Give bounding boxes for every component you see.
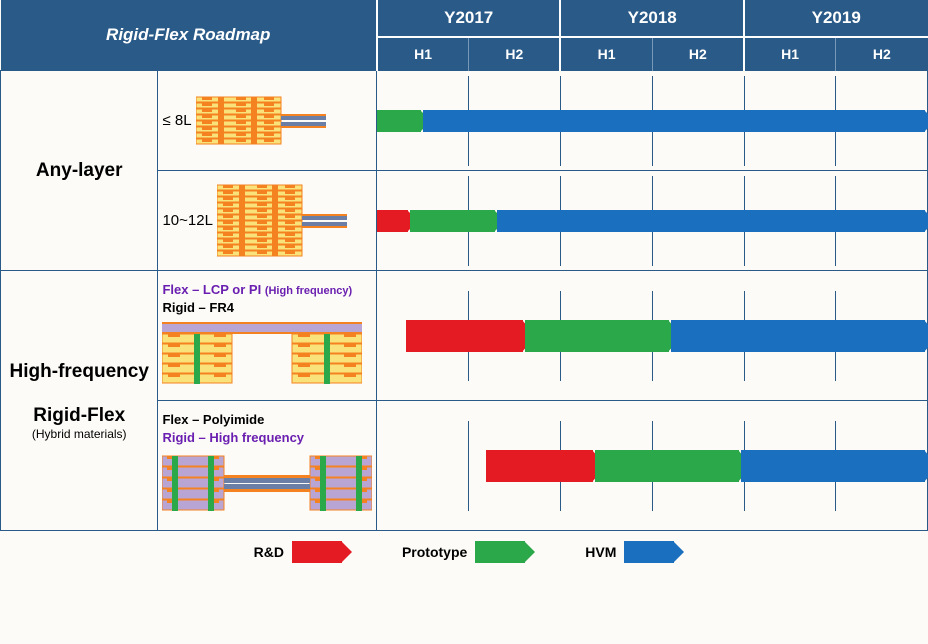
half-header: H2 — [836, 37, 928, 71]
stackup-icon — [196, 93, 326, 149]
legend-label: R&D — [254, 544, 284, 560]
timeline-cell — [377, 171, 928, 271]
legend-item-hvm: HVM — [585, 541, 674, 563]
half-header: H2 — [469, 37, 561, 71]
row-label-cell: Flex – LCP or PI (High frequency) Rigid –… — [158, 271, 377, 401]
half-header: H1 — [377, 37, 469, 71]
proto-icon — [475, 541, 525, 563]
stackup-icon — [217, 181, 347, 261]
legend-label: Prototype — [402, 544, 467, 560]
proto-arrow — [595, 450, 738, 482]
title-cell: Rigid-Flex Roadmap — [1, 0, 377, 71]
proto-arrow — [525, 320, 669, 352]
year-header: Y2017 — [377, 0, 561, 37]
stackup-icon — [162, 320, 362, 390]
rd-arrow — [377, 210, 407, 232]
half-header: H1 — [560, 37, 652, 71]
hvm-arrow — [671, 320, 925, 352]
category-cell: High-frequencyRigid-Flex(Hybrid material… — [1, 271, 158, 531]
legend-label: HVM — [585, 544, 616, 560]
rd-arrow — [486, 450, 593, 482]
legend-item-rd: R&D — [254, 541, 342, 563]
proto-arrow — [377, 110, 421, 132]
rd-icon — [292, 541, 342, 563]
layer-label: 10~12L — [162, 212, 212, 229]
timeline-cell — [377, 401, 928, 531]
material-label: Flex – LCP or PI — [162, 282, 264, 297]
material-label: Rigid – High frequency — [162, 430, 304, 445]
row-label-cell: Flex – Polyimide Rigid – High frequency — [158, 401, 377, 531]
year-header: Y2018 — [560, 0, 744, 37]
legend: R&D Prototype HVM — [0, 531, 928, 567]
hvm-arrow — [423, 110, 925, 132]
legend-item-proto: Prototype — [402, 541, 525, 563]
hvm-icon — [624, 541, 674, 563]
timeline-cell — [377, 71, 928, 171]
half-header: H1 — [744, 37, 836, 71]
rd-arrow — [406, 320, 523, 352]
half-header: H2 — [652, 37, 744, 71]
proto-arrow — [410, 210, 495, 232]
row-label-cell: 10~12L — [158, 171, 377, 271]
material-label: (High frequency) — [265, 285, 352, 297]
row-label-cell: ≤ 8L — [158, 71, 377, 171]
hvm-arrow — [497, 210, 925, 232]
hvm-arrow — [741, 450, 925, 482]
category-cell: Any-layer — [1, 71, 158, 271]
material-label: Rigid – FR4 — [162, 300, 234, 315]
material-label: Flex – Polyimide — [162, 412, 264, 427]
layer-label: ≤ 8L — [162, 112, 191, 129]
year-header: Y2019 — [744, 0, 928, 37]
roadmap-table: Rigid-Flex RoadmapY2017Y2018Y2019H1H2H1H… — [0, 0, 928, 531]
timeline-cell — [377, 271, 928, 401]
stackup-icon — [162, 450, 372, 520]
